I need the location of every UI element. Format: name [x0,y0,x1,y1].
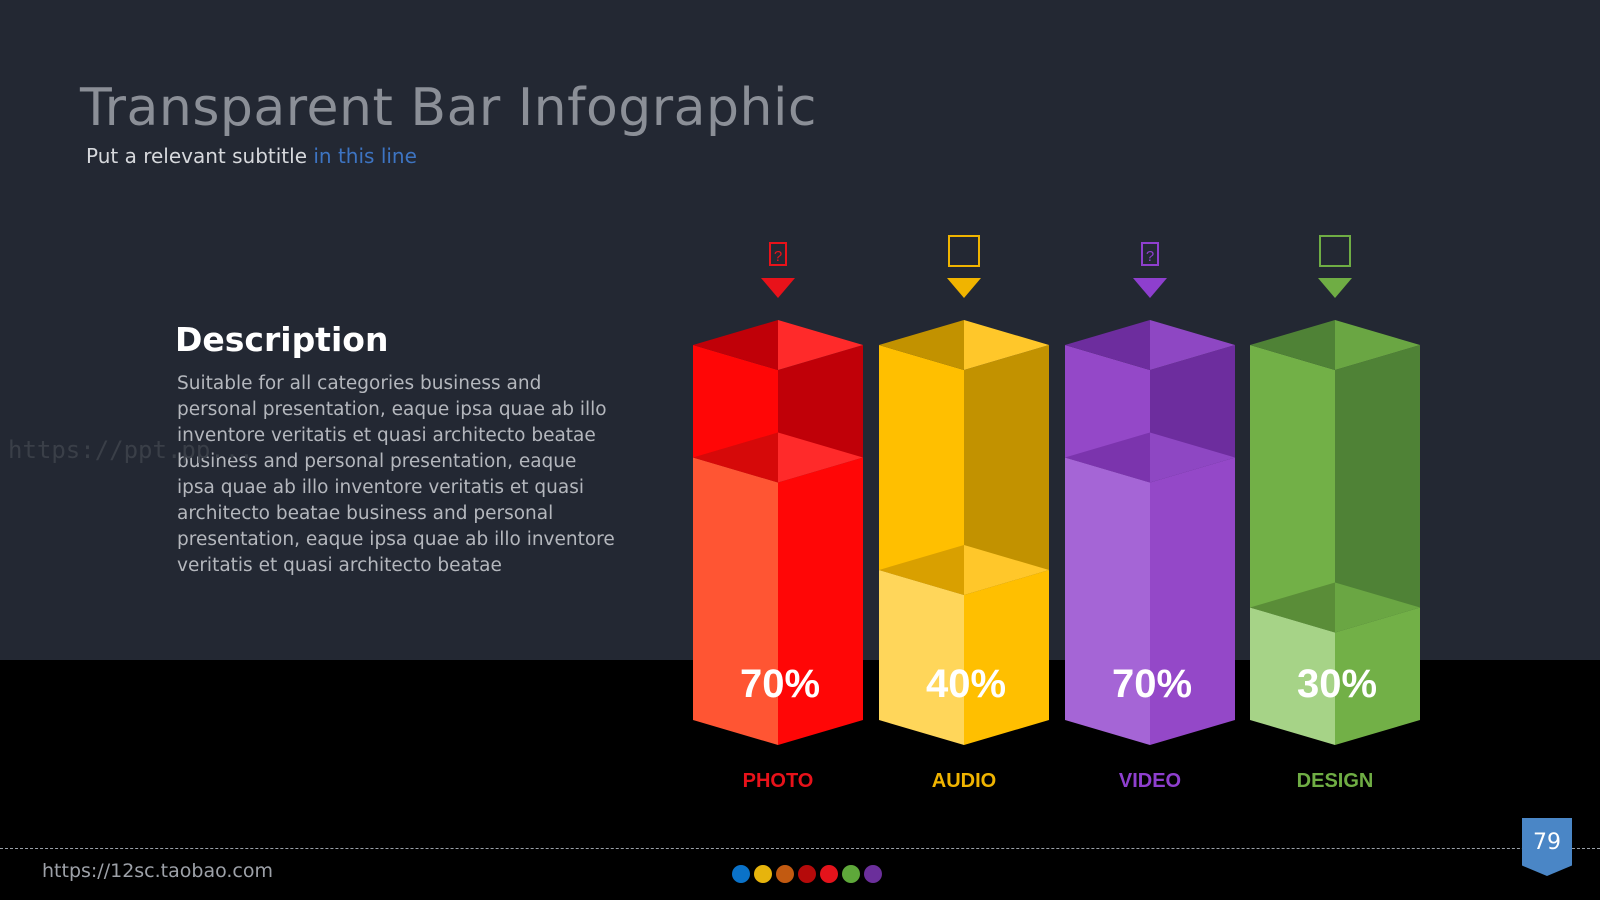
bar-audio-level-left [879,545,964,595]
value-label-video: 70% [1112,662,1192,706]
svg-text:?: ? [774,248,782,265]
subtitle-highlight: in this line [313,144,417,168]
bar-design-level-right [1335,582,1420,633]
music-icon [948,235,980,267]
pencil-icon [1319,235,1351,267]
bar-video-level-left [1065,432,1150,483]
value-label-audio: 40% [926,662,1006,706]
bar-video [1065,320,1235,745]
page-number: 79 [1533,830,1561,855]
page-number-badge: 79 [1522,818,1572,876]
pointer-audio [947,278,981,298]
color-dot-4 [798,865,816,883]
bar-photo-cap-left [693,320,778,370]
category-label-video: VIDEO [1119,770,1181,792]
bar-photo-lower-right-face [778,457,863,745]
category-label-audio: AUDIO [932,770,996,792]
color-dot-7 [864,865,882,883]
color-dot-3 [776,865,794,883]
bar-audio-cap-left [879,320,964,370]
bar-photo-cap-right [778,320,863,370]
bar-audio-lower-right-face [964,570,1049,745]
description-body: Suitable for all categories business and… [177,373,615,576]
color-dots [732,865,882,883]
bar-video-cap-left [1065,320,1150,370]
color-dot-2 [754,865,772,883]
color-dot-1 [732,865,750,883]
bar-photo-level-left [693,432,778,483]
bar-photo-lower-left-face [693,457,778,745]
bar-video-lower-right-face [1150,457,1235,745]
bar-design-upper-left-face [1250,345,1335,633]
description-heading: Description [175,320,389,359]
bar-design [1250,320,1420,745]
pointer-design [1318,278,1352,298]
slide-subtitle: Put a relevant subtitle in this line [86,144,417,168]
bar-audio-cap-right [964,320,1049,370]
bar-audio-upper-left-face [879,345,964,595]
pointer-video [1133,278,1167,298]
bar-design-lower-right-face [1335,607,1420,745]
category-label-photo: PHOTO [743,770,814,792]
color-dot-5 [820,865,838,883]
bar-audio-upper-right-face [964,345,1049,595]
bar-audio-level-right [964,545,1049,595]
svg-text:?: ? [1146,248,1154,265]
footer-divider [0,848,1600,849]
category-label-design: DESIGN [1297,770,1374,792]
subtitle-plain: Put a relevant subtitle [86,144,314,168]
bar-video-level-right [1150,432,1235,483]
bar-design-level-left [1250,582,1335,633]
watermark-text: https://ppt.pp... [8,436,254,464]
bar-audio-lower-left-face [879,570,964,745]
bar-video-lower-left-face [1065,457,1150,745]
bar-video-cap-right [1150,320,1235,370]
color-dot-6 [842,865,860,883]
value-label-design: 30% [1297,662,1377,706]
bar-photo [693,320,863,745]
footer-url: https://12sc.taobao.com [42,860,273,882]
bar-design-upper-right-face [1335,345,1420,633]
bar-design-lower-left-face [1250,607,1335,745]
value-label-photo: 70% [740,662,820,706]
bar-design-cap-right [1335,320,1420,370]
bar-design-cap-left [1250,320,1335,370]
bar-audio [879,320,1049,745]
pointer-photo [761,278,795,298]
bar-photo-level-right [778,432,863,483]
camera-icon: ? [769,242,787,266]
video-icon: ? [1141,242,1159,266]
slide-title: Transparent Bar Infographic [80,78,818,138]
